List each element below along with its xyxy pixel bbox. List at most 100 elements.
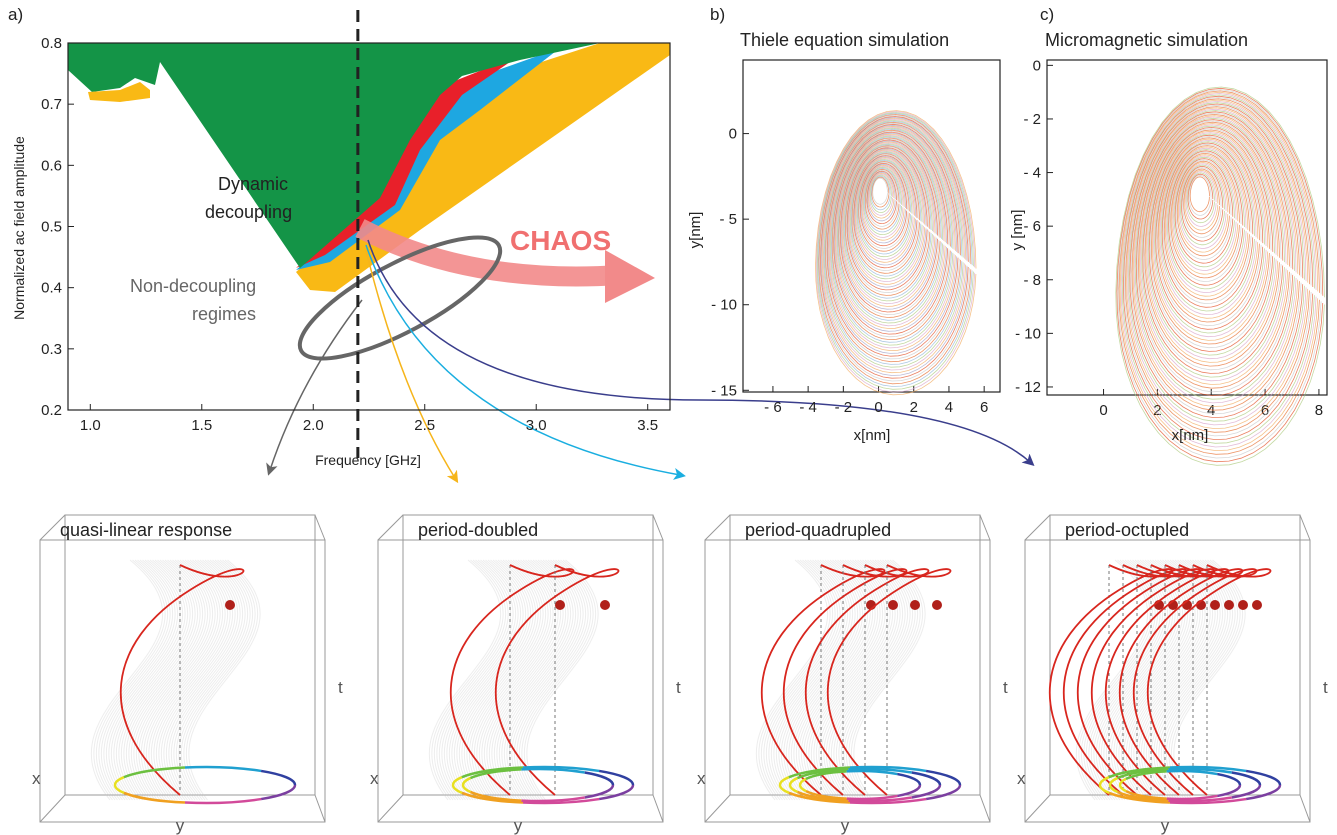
trajectory-head [225, 600, 235, 610]
projection-arc [1217, 774, 1240, 785]
y-tick-label: - 12 [1015, 379, 1041, 396]
orbit [871, 176, 890, 210]
x-axis-title: Frequency [GHz] [315, 452, 421, 468]
box-edge [653, 515, 663, 540]
projection-arc [897, 785, 920, 796]
x-tick-label: - 2 [835, 399, 853, 416]
y-tick-label: - 10 [711, 297, 737, 314]
y-tick-label: 0 [1033, 57, 1041, 74]
axis-t: t [676, 678, 681, 697]
projection-arc [585, 785, 613, 798]
x-tick-label: 0 [1099, 402, 1107, 419]
x-axis-title: x[nm] [1172, 427, 1209, 444]
y-tick-label: 0 [729, 126, 737, 143]
projection-arc [585, 772, 613, 785]
region-label: Dynamic [218, 174, 288, 194]
axis-y: y [176, 816, 185, 835]
x-tick-label: - 4 [799, 399, 817, 416]
y-tick-label: - 15 [711, 382, 737, 399]
y-tick-label: - 10 [1015, 325, 1041, 342]
x-axis-title: x[nm] [854, 427, 891, 444]
chaos-arrowhead [605, 250, 655, 303]
projection-arc [521, 798, 584, 801]
trajectory-panel: quasi-linear response x y t [32, 515, 343, 835]
y-tick-label: 0.4 [41, 280, 62, 297]
x-tick-label: 2.5 [414, 417, 435, 434]
y-tick-label: 0.6 [41, 157, 62, 174]
trajectory-head [1252, 600, 1262, 610]
y-tick-label: - 5 [719, 211, 737, 228]
trajectory-title: period-doubled [418, 520, 538, 540]
regime-label: regimes [192, 304, 256, 324]
axis-t: t [1323, 678, 1328, 697]
arrow-yellow [366, 250, 455, 478]
box-edge [1025, 795, 1050, 822]
trajectory-title: quasi-linear response [60, 520, 232, 540]
attractor [1116, 87, 1325, 465]
trajectory-panel: period-octupledxyt [1017, 515, 1328, 835]
y-tick-label: - 4 [1023, 165, 1041, 182]
trajectory-head [555, 600, 565, 610]
projection-arc [897, 774, 920, 785]
box-edge [378, 515, 403, 540]
trajectory-head [910, 600, 920, 610]
y-tick-label: 0.2 [41, 402, 62, 419]
x-tick-label: 2.0 [303, 417, 324, 434]
regime-label: Non-decoupling [130, 276, 256, 296]
trajectory-title: period-octupled [1065, 520, 1189, 540]
projection-arc [261, 771, 295, 785]
projection-arc [261, 785, 295, 799]
x-tick-label: - 6 [764, 399, 782, 416]
trajectory-panel: period-quadrupled x y t [697, 515, 1008, 835]
projection-arc [790, 778, 797, 792]
orbit [1190, 177, 1209, 212]
panel-title: Micromagnetic simulation [1045, 30, 1248, 50]
trajectory-title: period-quadrupled [745, 520, 891, 540]
y-axis-title: y[nm] [687, 212, 704, 249]
y-tick-label: - 6 [1023, 218, 1041, 235]
projection-arc [185, 799, 261, 803]
box-edge [980, 515, 990, 540]
trajectory-head [888, 600, 898, 610]
axis-x: x [32, 769, 41, 788]
x-tick-label: 6 [980, 399, 988, 416]
trajectory-head [1224, 600, 1234, 610]
orbit [872, 177, 889, 207]
x-tick-label: 0 [874, 399, 882, 416]
panel-label: a) [8, 5, 23, 24]
box-edge [653, 795, 663, 822]
projection-arc [1217, 785, 1240, 796]
orbit [873, 178, 888, 204]
x-tick-label: 2 [910, 399, 918, 416]
y-tick-label: 0.7 [41, 96, 62, 113]
axis-y: y [1161, 816, 1170, 835]
axis-t: t [338, 678, 343, 697]
trajectory-head [932, 600, 942, 610]
x-tick-label: 3.0 [526, 417, 547, 434]
x-tick-label: 8 [1315, 402, 1323, 419]
axis-t: t [1003, 678, 1008, 697]
y-axis-title: Normalized ac field amplitude [11, 136, 27, 320]
arrow-gray [270, 300, 362, 470]
y-tick-label: - 8 [1023, 272, 1041, 289]
x-tick-label: 1.0 [80, 417, 101, 434]
box-edge [315, 515, 325, 540]
box-edge [1300, 515, 1310, 540]
box-edge [705, 795, 730, 822]
panel-title: Thiele equation simulation [740, 30, 949, 50]
trajectory-panel: period-doubledxyt [370, 515, 681, 835]
x-tick-label: 4 [945, 399, 953, 416]
axis-y: y [514, 816, 523, 835]
box-edge [705, 515, 730, 540]
y-tick-label: 0.8 [41, 35, 62, 52]
box-edge [315, 795, 325, 822]
axis-y: y [841, 816, 850, 835]
box-edge [378, 795, 403, 822]
attractor [816, 111, 977, 395]
axis-x: x [697, 769, 706, 788]
trajectory-head [600, 600, 610, 610]
y-tick-label: 0.3 [41, 341, 62, 358]
box-edge [980, 795, 990, 822]
projection-arc [463, 778, 470, 792]
x-tick-label: 1.5 [191, 417, 212, 434]
